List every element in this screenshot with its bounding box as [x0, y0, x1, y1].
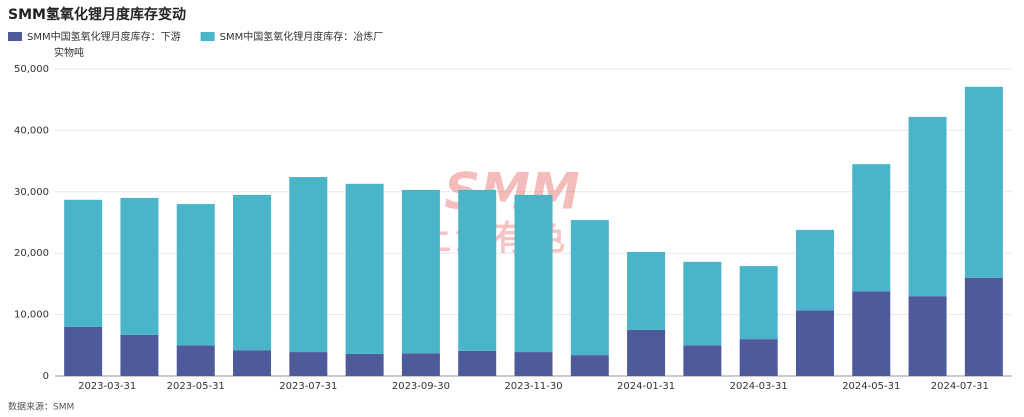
y-tick-label: 10,000: [14, 310, 49, 321]
y-tick-label: 40,000: [14, 125, 49, 136]
bar: [176, 345, 215, 376]
bar: [683, 261, 722, 346]
bar: [458, 189, 497, 351]
x-tick-label: 2023-05-31: [167, 381, 225, 392]
bar: [233, 350, 272, 376]
y-axis-label: 实物吨: [54, 46, 84, 59]
bar: [739, 339, 778, 376]
x-tick-label: 2023-11-30: [504, 381, 562, 392]
bar: [964, 86, 1003, 278]
bar: [401, 189, 440, 354]
source: 数据来源：SMM: [8, 401, 74, 413]
x-tick-label: 2024-07-31: [931, 381, 989, 392]
legend-label: SMM中国氢氧化锂月度库存：下游: [27, 30, 181, 43]
bar: [289, 352, 328, 376]
bar: [233, 194, 272, 351]
bar: [627, 251, 666, 330]
bar: [852, 291, 891, 376]
bar: [401, 353, 440, 376]
bar: [795, 229, 834, 311]
y-tick-label: 20,000: [14, 248, 49, 259]
y-tick-label: 0: [43, 371, 49, 382]
legend-swatch: [200, 32, 215, 41]
x-tick-label: 2023-09-30: [392, 381, 450, 392]
legend-swatch: [8, 32, 22, 41]
bar: [908, 116, 947, 297]
bar: [345, 353, 384, 376]
bar: [120, 334, 159, 376]
x-tick-label: 2023-07-31: [279, 381, 337, 392]
bar: [852, 164, 891, 292]
bar: [120, 197, 159, 335]
bar: [570, 355, 609, 376]
bar: [64, 326, 103, 376]
bar: [345, 183, 384, 354]
bar: [458, 350, 497, 376]
bar: [514, 352, 553, 376]
chart-title: SMM氢氧化锂月度库存变动: [8, 6, 186, 23]
x-tick-label: 2024-03-31: [730, 381, 788, 392]
x-tick-label: 2024-01-31: [617, 381, 675, 392]
bar: [795, 310, 834, 376]
bar: [570, 220, 609, 356]
bar: [908, 296, 947, 376]
y-tick-label: 30,000: [14, 187, 49, 198]
bar: [739, 266, 778, 340]
bar: [176, 204, 215, 346]
legend-label: SMM中国氢氧化锂月度库存：冶炼厂: [220, 30, 384, 43]
bar: [683, 345, 722, 376]
bar: [627, 329, 666, 376]
x-tick-label: 2023-03-31: [78, 381, 136, 392]
bar: [64, 199, 103, 327]
x-tick-label: 2024-05-31: [842, 381, 900, 392]
bar: [289, 177, 328, 353]
bar: [514, 194, 553, 353]
y-tick-label: 50,000: [14, 64, 49, 75]
bar: [964, 277, 1003, 376]
